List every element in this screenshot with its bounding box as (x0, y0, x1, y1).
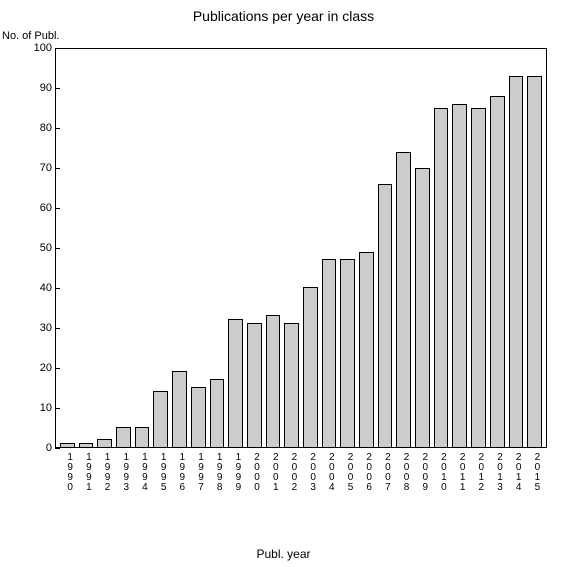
x-tick-label: 1991 (79, 452, 94, 492)
y-tick-label: 50 (40, 242, 52, 254)
y-tick (55, 448, 60, 449)
y-tick-label: 20 (40, 362, 52, 374)
y-tick-label: 80 (40, 122, 52, 134)
bar (210, 379, 225, 447)
y-tick-label: 90 (40, 82, 52, 94)
bar (135, 427, 150, 447)
x-tick-label: 1992 (97, 452, 112, 492)
bar (60, 443, 75, 447)
bar (191, 387, 206, 447)
x-tick-label: 1990 (60, 452, 75, 492)
y-tick-label: 60 (40, 202, 52, 214)
bar (378, 184, 393, 447)
y-tick-label: 100 (34, 42, 52, 54)
x-tick-label: 1996 (172, 452, 187, 492)
bar (471, 108, 486, 447)
bar (172, 371, 187, 447)
y-tick-label: 70 (40, 162, 52, 174)
bar (228, 319, 243, 447)
x-tick-label: 2015 (527, 452, 542, 492)
bar (452, 104, 467, 447)
bar (509, 76, 524, 447)
y-tick-label: 40 (40, 282, 52, 294)
x-tick-label: 2004 (322, 452, 337, 492)
x-tick-label: 2010 (434, 452, 449, 492)
x-tick-label: 2002 (284, 452, 299, 492)
x-tick-label: 1995 (153, 452, 168, 492)
bar (322, 259, 337, 447)
x-tick-label: 1993 (116, 452, 131, 492)
bar (415, 168, 430, 447)
bar (116, 427, 131, 447)
bar (396, 152, 411, 447)
x-tick-label: 2006 (359, 452, 374, 492)
x-tick-label: 2014 (509, 452, 524, 492)
y-axis-title: No. of Publ. (2, 30, 59, 42)
x-axis-title: Publ. year (0, 547, 567, 561)
x-tick-label: 1998 (210, 452, 225, 492)
bar (490, 96, 505, 447)
x-tick-label: 2001 (266, 452, 281, 492)
x-tick-label: 2005 (340, 452, 355, 492)
bar (97, 439, 112, 447)
bar (284, 323, 299, 447)
x-tick-label: 1999 (228, 452, 243, 492)
bar (153, 391, 168, 447)
bar (266, 315, 281, 447)
x-tick-label: 2008 (396, 452, 411, 492)
x-tick-label: 2012 (471, 452, 486, 492)
bar (359, 252, 374, 448)
x-tick-label: 2011 (452, 452, 467, 492)
bar (303, 287, 318, 447)
y-tick-label: 30 (40, 322, 52, 334)
x-tick-label: 2007 (378, 452, 393, 492)
x-tick-label: 2009 (415, 452, 430, 492)
y-tick-label: 0 (46, 442, 52, 454)
x-tick-label: 2003 (303, 452, 318, 492)
x-labels-row: 1990199119921993199419951996199719981999… (56, 452, 546, 492)
bar (340, 259, 355, 447)
x-tick-label: 1997 (191, 452, 206, 492)
y-tick-label: 10 (40, 402, 52, 414)
bar (434, 108, 449, 447)
x-tick-label: 2013 (490, 452, 505, 492)
x-tick-label: 1994 (135, 452, 150, 492)
x-tick-label: 2000 (247, 452, 262, 492)
chart-title: Publications per year in class (0, 8, 567, 24)
bars-row (56, 48, 546, 447)
bar-chart: Publications per year in class No. of Pu… (0, 0, 567, 567)
bar (79, 443, 94, 447)
bar (527, 76, 542, 447)
bar (247, 323, 262, 447)
